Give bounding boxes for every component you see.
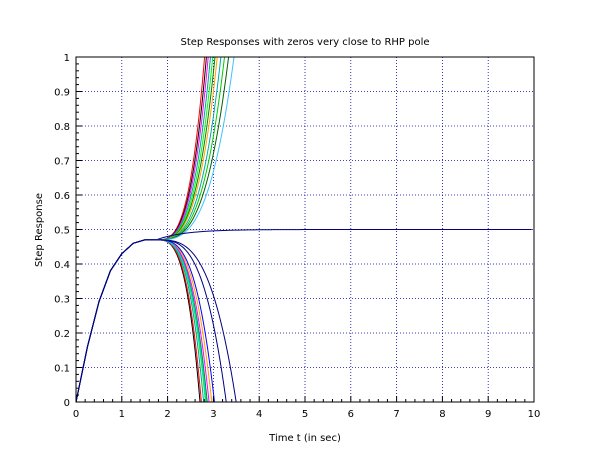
x-tick-label: 4 — [256, 409, 262, 420]
series-line-17 — [76, 239, 208, 402]
series-line-1 — [76, 57, 206, 402]
ticks — [75, 56, 535, 403]
x-tick-label: 10 — [528, 409, 541, 420]
x-tick-label: 9 — [485, 409, 491, 420]
x-tick-label: 0 — [73, 409, 79, 420]
y-tick-label: 0.6 — [54, 191, 70, 202]
x-axis-label: Time t (in sec) — [268, 433, 341, 444]
series-line-16 — [76, 239, 206, 402]
y-tick-label: 0.2 — [54, 329, 70, 340]
series-layer — [76, 57, 532, 402]
x-tick-label: 3 — [210, 409, 216, 420]
y-tick-label: 0.3 — [54, 295, 70, 306]
y-tick-labels: 0 0.1 0.2 0.3 0.4 0.5 0.6 0.7 0.8 0.9 1 — [54, 53, 70, 409]
series-line-18 — [76, 239, 210, 402]
series-line-10 — [76, 57, 230, 402]
y-tick-label: 0.5 — [54, 226, 70, 237]
y-axis-label: Step Response — [34, 193, 45, 267]
y-tick-label: 0.1 — [54, 364, 70, 375]
x-tick-label: 2 — [164, 409, 170, 420]
x-tick-labels: 0 1 2 3 4 5 6 7 8 9 10 — [73, 409, 541, 420]
x-tick-label: 8 — [439, 409, 445, 420]
x-tick-label: 7 — [393, 409, 399, 420]
x-tick-label: 6 — [348, 409, 354, 420]
x-tick-label: 5 — [302, 409, 308, 420]
y-tick-label: 1 — [64, 53, 70, 64]
series-line-2 — [76, 57, 207, 402]
y-tick-label: 0.4 — [54, 260, 70, 271]
chart-title: Step Responses with zeros very close to … — [180, 37, 429, 48]
x-tick-label: 1 — [119, 409, 125, 420]
y-tick-label: 0 — [64, 398, 70, 409]
series-line-5 — [76, 57, 214, 402]
series-line-11 — [76, 57, 235, 402]
series-line-21 — [76, 239, 215, 402]
series-line-7 — [76, 57, 218, 402]
y-tick-label: 0.9 — [54, 88, 70, 99]
y-tick-label: 0.7 — [54, 157, 70, 168]
series-line-12 — [76, 229, 532, 402]
series-line-23 — [76, 239, 237, 402]
y-tick-label: 0.8 — [54, 122, 70, 133]
